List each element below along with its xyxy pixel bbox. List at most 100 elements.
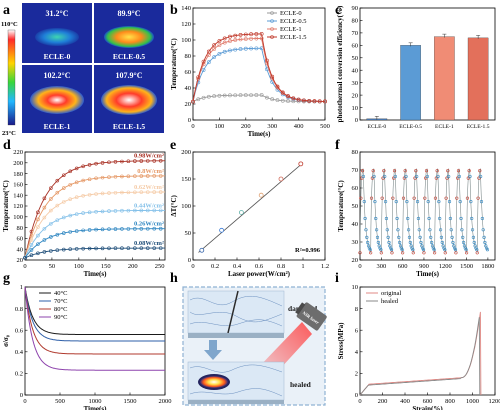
y-axis-label: Stress(MPa) (337, 322, 345, 359)
category-label: ECLE-0.5 (399, 124, 422, 130)
thermal-temp-3: 102.2°C (44, 71, 71, 80)
bar (468, 38, 488, 120)
x-tick-label: 600 (423, 398, 433, 405)
x-tick-label: 200 (378, 398, 388, 405)
x-axis-label: Time(s) (84, 270, 107, 278)
category-label: ECLE-1 (435, 124, 454, 130)
data-point (279, 177, 283, 181)
thermal-label-3: ECLE-1 (44, 122, 71, 131)
cycle-line (360, 169, 488, 253)
y-tick-label: 50 (352, 203, 359, 210)
y-tick-label: 20 (352, 92, 359, 99)
series-label: 0.62W/cm² (134, 184, 164, 191)
y-tick-label: 140 (13, 192, 23, 199)
x-tick-label: 1000 (466, 398, 479, 405)
x-tick-label: 200 (241, 123, 251, 130)
y-tick-label: 100 (181, 37, 191, 44)
data-point (259, 193, 263, 197)
legend-label: 70°C (54, 298, 67, 305)
y-axis-label: σ/σ₀ (2, 335, 10, 347)
panel-h: damaged NIR laser healed (183, 287, 327, 405)
thermal-image-3: 102.2°C ECLE-1 (22, 65, 92, 133)
y-tick-label: 20 (17, 257, 24, 264)
x-tick-label: 250 (155, 263, 165, 270)
y-tick-label: 10 (352, 284, 359, 291)
heat-spot (200, 376, 228, 388)
panel-letter-e: e (170, 138, 176, 153)
healed-label: healed (290, 380, 312, 389)
panel-letter-a: a (3, 3, 10, 18)
x-axis-label: Time(s) (84, 405, 107, 410)
panel-letter-d: d (3, 138, 11, 153)
x-tick-label: 800 (445, 398, 455, 405)
colorbar-min-label: 23°C (2, 130, 16, 137)
data-point (239, 210, 243, 214)
y-tick-label: 220 (13, 149, 23, 156)
y-tick-label: 160 (13, 182, 23, 189)
y-tick-label: 0 (20, 392, 23, 399)
x-tick-label: 0.8 (277, 263, 285, 270)
y-tick-label: 0 (355, 117, 358, 124)
legend-label: original (381, 290, 401, 297)
series-line (25, 287, 165, 335)
category-label: ECLE-1.5 (467, 124, 490, 130)
y-tick-label: 20 (185, 101, 192, 108)
x-tick-label: 50 (49, 263, 56, 270)
x-tick-label: 100 (74, 263, 84, 270)
series-label: 0.98W/cm² (134, 153, 164, 160)
x-tick-label: 100 (215, 123, 225, 130)
y-tick-label: 200 (13, 160, 23, 167)
y-tick-label: 50 (185, 230, 192, 237)
data-point (220, 228, 224, 232)
y-tick-label: 10 (352, 105, 359, 112)
x-tick-label: 1500 (124, 398, 137, 405)
legend-label: 90°C (54, 314, 67, 321)
y-tick-label: 40 (352, 67, 359, 74)
y-tick-label: 90 (352, 5, 359, 12)
y-tick-label: 4 (355, 349, 359, 356)
series-label: 0.08W/cm² (134, 240, 164, 247)
panel-letter-g: g (3, 271, 10, 286)
x-tick-label: 0 (358, 263, 361, 270)
x-axis-label: Time(s) (248, 130, 271, 138)
x-tick-label: 0 (191, 263, 194, 270)
x-axis-label: Strain(%) (412, 405, 443, 410)
legend-label: ECLE-0.5 (280, 18, 307, 25)
panel-letter-b: b (170, 3, 178, 18)
x-tick-label: 1200 (439, 263, 452, 270)
y-tick-label: 100 (13, 214, 23, 221)
x-tick-label: 2000 (159, 398, 172, 405)
thermal-label-1: ECLE-0 (44, 52, 71, 61)
x-tick-label: 1200 (489, 398, 500, 405)
y-tick-label: 1 (20, 284, 23, 291)
y-tick-label: 80 (185, 53, 192, 60)
y-tick-label: 40 (17, 246, 24, 253)
thermal-image-4: 107.9°C ECLE-1.5 (94, 65, 164, 133)
x-axis-label: Time(s) (416, 270, 439, 278)
thermal-image-1: 31.2°C ECLE-0 (22, 3, 92, 63)
y-tick-label: 80 (352, 149, 359, 156)
legend-label: 80°C (54, 306, 67, 313)
x-axis-label: Laser power(W/cm²) (228, 270, 291, 278)
y-tick-label: 30 (352, 80, 359, 87)
y-tick-label: 60 (352, 185, 359, 192)
y-axis-label: Temperature(°C) (337, 180, 345, 232)
x-tick-label: 200 (128, 263, 138, 270)
legend-label: ECLE-1 (280, 26, 302, 33)
bar (401, 45, 421, 120)
y-tick-label: 0.8 (15, 306, 23, 313)
x-tick-label: 600 (398, 263, 408, 270)
x-tick-label: 0.6 (255, 263, 264, 270)
bar (434, 37, 454, 120)
series-line (25, 287, 165, 341)
legend-label: ECLE-1.5 (280, 34, 307, 41)
x-tick-label: 0.4 (233, 263, 242, 270)
y-tick-label: 0.2 (15, 371, 23, 378)
y-tick-label: 50 (352, 55, 359, 62)
